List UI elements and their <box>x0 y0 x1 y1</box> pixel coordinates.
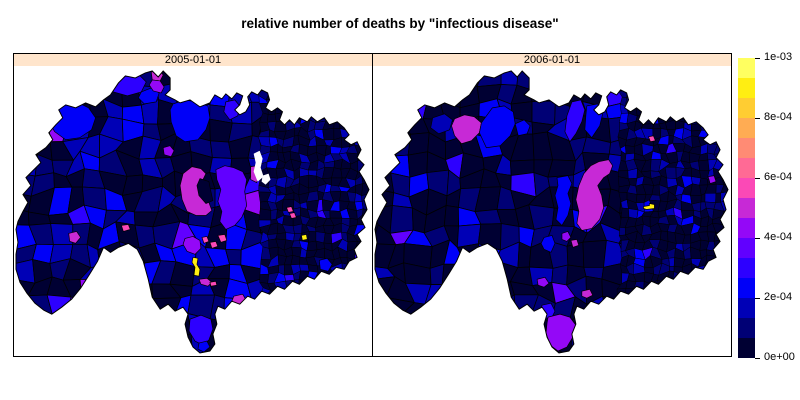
map-panel-2005 <box>13 66 373 357</box>
colorbar-tick <box>755 357 760 359</box>
strip-label-2005: 2005-01-01 <box>164 54 222 66</box>
region-outline <box>374 70 729 354</box>
colorbar <box>738 58 755 358</box>
strip-label-2006: 2006-01-01 <box>523 54 581 66</box>
colorbar-tick <box>755 297 760 299</box>
colorbar-block <box>738 178 755 198</box>
colorbar-tick <box>755 117 760 119</box>
region-outline <box>15 70 370 354</box>
colorbar-tick-label: 8e-04 <box>764 111 793 123</box>
strip-2005: 2005-01-01 <box>13 53 373 67</box>
colorbar-block <box>738 318 755 338</box>
map-2006-svg <box>374 70 729 354</box>
colorbar-tick-label: 1e-03 <box>764 51 793 63</box>
colorbar-block <box>738 78 755 98</box>
highlight-features <box>430 99 717 352</box>
map-2005-svg <box>15 70 370 354</box>
colorbar-tick-label: 0e+00 <box>764 351 795 363</box>
plot-title: relative number of deaths by "infectious… <box>241 16 559 31</box>
colorbar-block <box>738 118 755 138</box>
colorbar-block <box>738 238 755 258</box>
colorbar-block <box>738 58 755 78</box>
colorbar-block <box>738 298 755 318</box>
strip-row: 2005-01-01 2006-01-01 <box>13 53 733 67</box>
colorbar-tick <box>755 177 760 179</box>
colorbar-block <box>738 338 755 358</box>
colorbar-block <box>738 158 755 178</box>
colorbar-tick-label: 4e-04 <box>764 231 793 243</box>
colorbar-block <box>738 218 755 238</box>
colorbar-tick-label: 2e-04 <box>764 291 793 303</box>
colorbar-block <box>738 138 755 158</box>
colorbar-tick <box>755 237 760 239</box>
colorbar-block <box>738 278 755 298</box>
map-panel-2006 <box>372 66 732 357</box>
colorbar-block <box>738 98 755 118</box>
colorbar-tick <box>755 57 760 59</box>
colorbar-block <box>738 258 755 278</box>
colorbar-tick-label: 6e-04 <box>764 171 793 183</box>
colorbar-ticks: 0e+00 2e-04 4e-04 6e-04 8e-04 1e-03 <box>755 51 800 363</box>
highlight-features <box>48 70 333 353</box>
colorbar-block <box>738 198 755 218</box>
strip-2006: 2006-01-01 <box>372 53 732 67</box>
panel-row <box>13 66 733 357</box>
